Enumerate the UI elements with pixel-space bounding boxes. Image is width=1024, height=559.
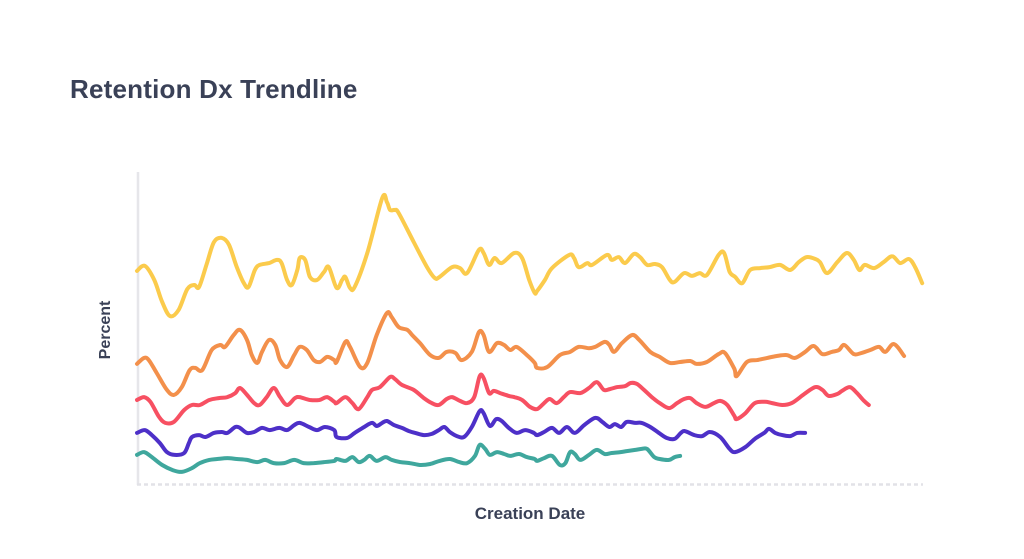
- red-trendline: [135, 372, 871, 426]
- trendline-chart-svg: [135, 172, 925, 486]
- chart-title: Retention Dx Trendline: [70, 74, 358, 104]
- orange-trendline: [135, 310, 907, 397]
- y-axis-label: Percent: [97, 300, 114, 360]
- x-axis-label: Creation Date: [474, 504, 586, 523]
- indigo-trendline: [135, 408, 808, 457]
- yellow-trendline: [135, 192, 925, 319]
- series-lines: [135, 192, 925, 474]
- teal-trendline: [135, 442, 683, 474]
- plot-area: [135, 172, 925, 486]
